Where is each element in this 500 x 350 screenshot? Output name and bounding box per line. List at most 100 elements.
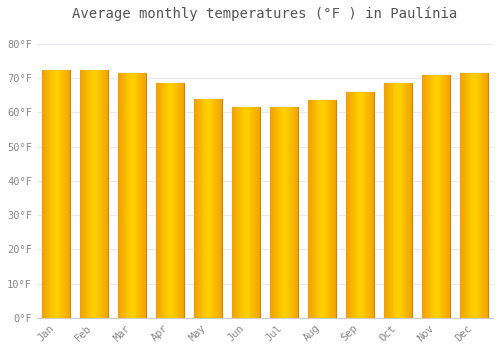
- Bar: [83, 70, 84, 318]
- Bar: [466, 73, 467, 318]
- Bar: [330, 100, 331, 318]
- Bar: [364, 92, 366, 318]
- Bar: [285, 107, 286, 318]
- Bar: [220, 99, 222, 318]
- Bar: [194, 99, 222, 318]
- Bar: [166, 83, 167, 318]
- Bar: [199, 99, 200, 318]
- Bar: [235, 107, 236, 318]
- Bar: [442, 75, 444, 318]
- Bar: [278, 107, 280, 318]
- Bar: [483, 73, 484, 318]
- Bar: [254, 107, 255, 318]
- Bar: [232, 107, 260, 318]
- Bar: [424, 75, 425, 318]
- Bar: [52, 70, 53, 318]
- Bar: [42, 70, 43, 318]
- Bar: [334, 100, 336, 318]
- Bar: [308, 100, 336, 318]
- Bar: [291, 107, 292, 318]
- Bar: [50, 70, 51, 318]
- Bar: [437, 75, 438, 318]
- Bar: [323, 100, 324, 318]
- Bar: [422, 75, 424, 318]
- Bar: [384, 83, 411, 318]
- Bar: [282, 107, 283, 318]
- Bar: [445, 75, 446, 318]
- Bar: [84, 70, 86, 318]
- Bar: [430, 75, 432, 318]
- Bar: [274, 107, 275, 318]
- Bar: [409, 83, 410, 318]
- Bar: [349, 92, 350, 318]
- Bar: [484, 73, 485, 318]
- Bar: [121, 73, 122, 318]
- Bar: [80, 70, 81, 318]
- Bar: [311, 100, 312, 318]
- Bar: [60, 70, 62, 318]
- Bar: [91, 70, 92, 318]
- Bar: [90, 70, 91, 318]
- Bar: [238, 107, 240, 318]
- Bar: [102, 70, 103, 318]
- Bar: [439, 75, 440, 318]
- Bar: [140, 73, 141, 318]
- Bar: [447, 75, 448, 318]
- Bar: [280, 107, 281, 318]
- Bar: [407, 83, 408, 318]
- Bar: [475, 73, 476, 318]
- Bar: [331, 100, 332, 318]
- Bar: [385, 83, 386, 318]
- Bar: [232, 107, 233, 318]
- Bar: [179, 83, 180, 318]
- Bar: [246, 107, 247, 318]
- Bar: [372, 92, 373, 318]
- Bar: [366, 92, 368, 318]
- Bar: [296, 107, 298, 318]
- Bar: [204, 99, 205, 318]
- Bar: [258, 107, 259, 318]
- Bar: [233, 107, 234, 318]
- Bar: [172, 83, 174, 318]
- Bar: [58, 70, 59, 318]
- Bar: [438, 75, 439, 318]
- Bar: [422, 75, 450, 318]
- Bar: [350, 92, 351, 318]
- Bar: [219, 99, 220, 318]
- Bar: [68, 70, 70, 318]
- Bar: [242, 107, 244, 318]
- Bar: [93, 70, 94, 318]
- Bar: [168, 83, 169, 318]
- Bar: [96, 70, 98, 318]
- Bar: [43, 70, 44, 318]
- Bar: [105, 70, 106, 318]
- Bar: [119, 73, 120, 318]
- Bar: [170, 83, 171, 318]
- Bar: [352, 92, 354, 318]
- Bar: [66, 70, 67, 318]
- Bar: [361, 92, 362, 318]
- Bar: [276, 107, 278, 318]
- Bar: [65, 70, 66, 318]
- Bar: [92, 70, 93, 318]
- Bar: [232, 107, 260, 318]
- Bar: [485, 73, 486, 318]
- Bar: [256, 107, 257, 318]
- Bar: [448, 75, 449, 318]
- Bar: [80, 70, 108, 318]
- Bar: [466, 73, 468, 318]
- Bar: [358, 92, 359, 318]
- Bar: [320, 100, 321, 318]
- Bar: [480, 73, 482, 318]
- Bar: [294, 107, 295, 318]
- Bar: [464, 73, 465, 318]
- Bar: [286, 107, 288, 318]
- Bar: [200, 99, 202, 318]
- Bar: [143, 73, 144, 318]
- Bar: [56, 70, 58, 318]
- Bar: [64, 70, 65, 318]
- Bar: [446, 75, 447, 318]
- Bar: [216, 99, 217, 318]
- Bar: [281, 107, 282, 318]
- Bar: [293, 107, 294, 318]
